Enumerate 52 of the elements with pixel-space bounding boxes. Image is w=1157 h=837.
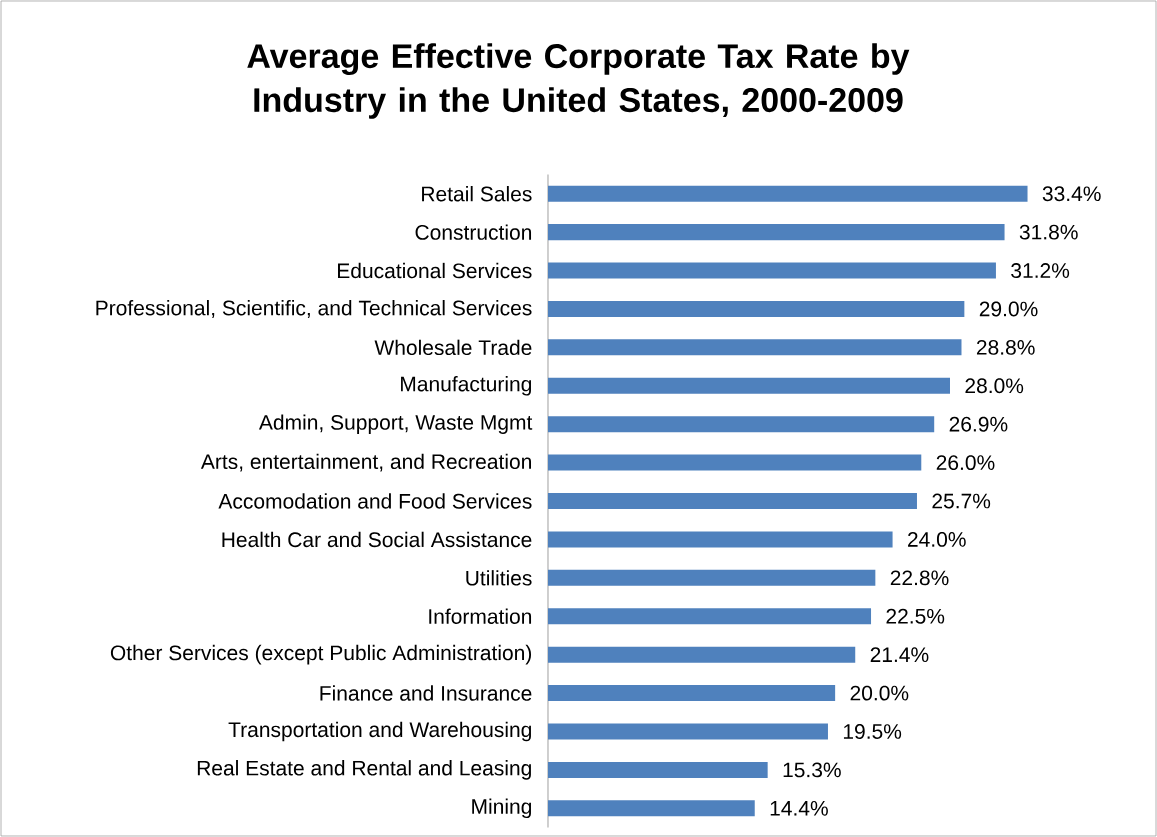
data-label: 31.2% (1011, 263, 1070, 278)
data-label: 21.4% (870, 647, 929, 663)
bar (548, 339, 962, 356)
bar (548, 800, 755, 817)
y-tick-label: Arts, entertainment, and Recreation (200, 453, 531, 472)
y-tick-label: Retail Sales (422, 186, 532, 202)
bar (548, 454, 922, 471)
bar (548, 300, 965, 317)
data-label: 22.5% (886, 608, 945, 624)
y-tick-label: Utilities (466, 570, 532, 586)
data-label: 14.4% (770, 800, 828, 816)
y-tick-label: Health Car and Social Assistance (222, 531, 532, 548)
bar (548, 493, 917, 510)
bar (548, 377, 950, 394)
y-tick-label: Information (429, 608, 532, 624)
y-tick-label: Professional, Scientific, and Technical Services (96, 300, 532, 318)
y-tick-label: Wholesale Trade (374, 339, 532, 356)
y-tick-label: Admin, Support, Waste Mgmt (258, 414, 533, 434)
data-label: 26.0% (936, 455, 995, 471)
data-label: 22.8% (890, 570, 949, 586)
data-label: 29.0% (979, 301, 1038, 317)
y-tick-label: Manufacturing (401, 375, 532, 396)
chart-title: Average Effective Corporate Tax Rate by Industry in the United States, 2000-2009 (247, 43, 910, 119)
y-tick-label: Accomodation and Food Services (218, 493, 532, 509)
bar (548, 723, 828, 740)
bar (548, 185, 1028, 202)
y-tick-label: Construction (415, 224, 532, 240)
bar (548, 262, 996, 279)
data-label: 20.0% (850, 685, 909, 701)
bar (548, 608, 872, 625)
data-label: 15.3% (783, 762, 841, 778)
bar (548, 416, 935, 433)
bar (548, 531, 893, 548)
bar (548, 761, 768, 778)
data-label: 28.0% (965, 378, 1024, 394)
data-label: 19.5% (843, 724, 902, 739)
bar (548, 224, 1005, 241)
y-tick-label: Educational Services (338, 262, 532, 279)
bar (548, 569, 876, 586)
y-tick-label: Transportation and Warehousing (228, 721, 531, 742)
y-tick-label: Finance and Insurance (320, 685, 532, 701)
data-label: 33.4% (1042, 186, 1101, 202)
y-tick-label: Other Services (except Public Administration) (110, 644, 532, 665)
data-label: 25.7% (932, 493, 991, 509)
y-tick-label: Real Estate and Rental and Leasing (197, 760, 531, 780)
data-label: 28.8% (976, 339, 1035, 355)
bar (548, 685, 836, 702)
bar (548, 646, 856, 663)
data-label: 24.0% (908, 532, 966, 547)
data-label: 26.9% (949, 416, 1008, 432)
y-tick-label: Mining (472, 798, 532, 819)
data-label: 31.8% (1019, 224, 1078, 240)
